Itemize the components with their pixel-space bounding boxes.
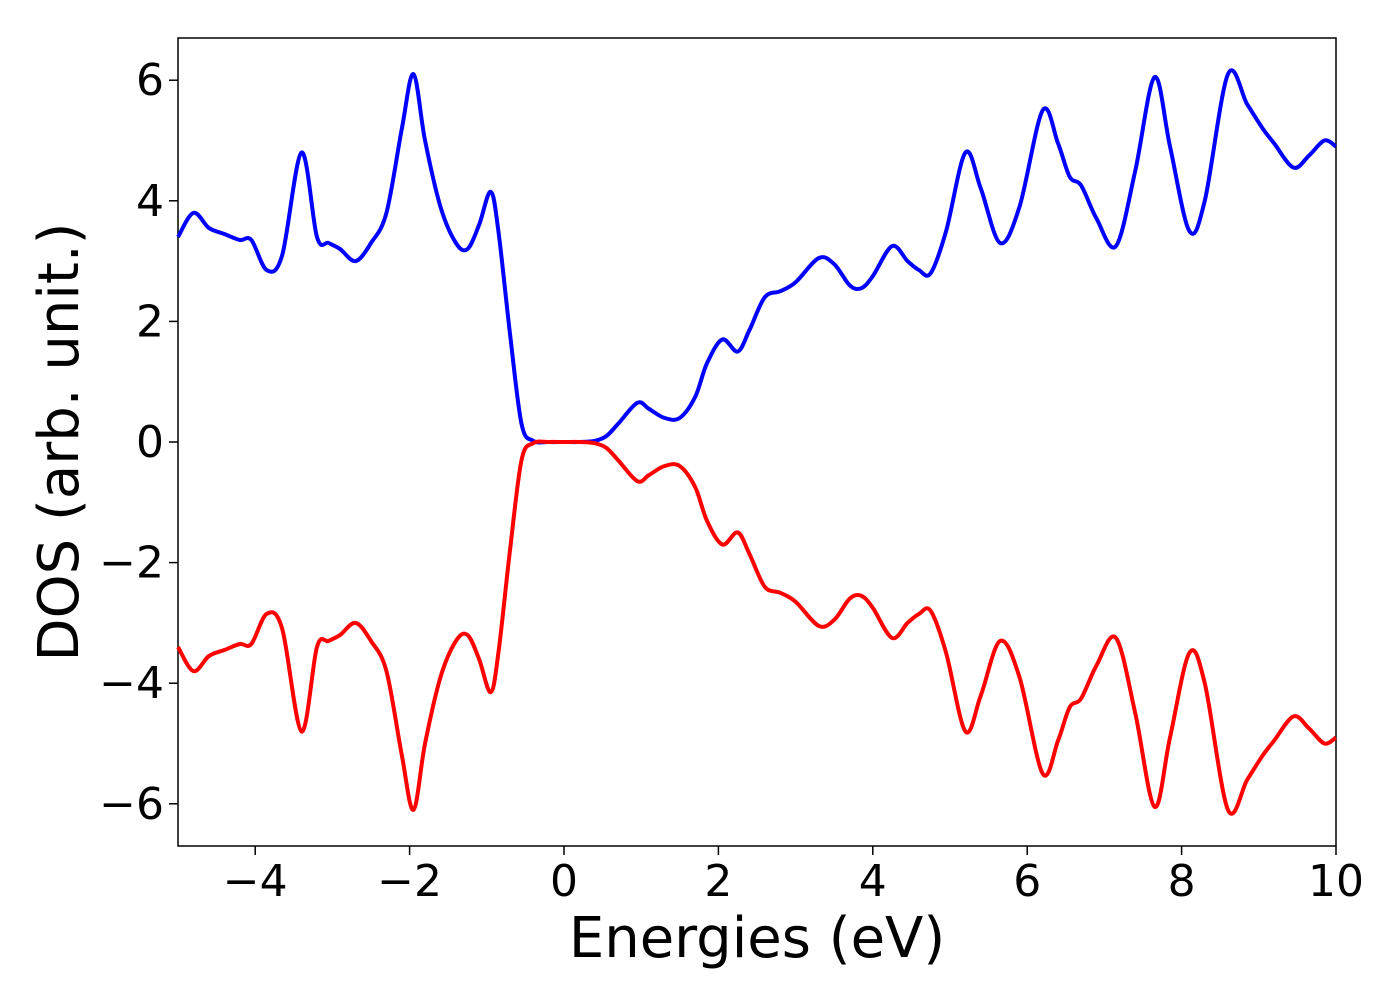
x-tick-label: 10	[1308, 856, 1364, 907]
series-line-upper	[176, 68, 1338, 445]
x-axis-label: Energies (eV)	[569, 906, 945, 971]
x-tick-label: 6	[1013, 856, 1041, 907]
y-tick-label: 6	[136, 55, 164, 106]
x-tick-label: 0	[550, 856, 578, 907]
x-axis: −4 −2 0 2 4 6 8 10	[223, 846, 1364, 907]
x-tick-label: 8	[1168, 856, 1196, 907]
y-tick-label: 0	[136, 417, 164, 468]
series-layer	[176, 68, 1338, 816]
plot-frame	[177, 37, 1337, 847]
y-tick-label: −6	[99, 779, 164, 830]
y-axis: −6 −4 −2 0 2 4 6	[99, 55, 178, 830]
x-tick-label: 4	[859, 856, 887, 907]
y-tick-label: −4	[99, 658, 164, 709]
series-line-lower	[176, 439, 1338, 816]
y-tick-label: 2	[136, 296, 164, 347]
x-tick-label: −2	[377, 856, 442, 907]
x-tick-label: 2	[704, 856, 732, 907]
y-tick-label: 4	[136, 176, 164, 227]
y-tick-label: −2	[99, 538, 164, 589]
y-axis-label: DOS (arb. unit.)	[27, 222, 92, 661]
x-tick-label: −4	[223, 856, 288, 907]
